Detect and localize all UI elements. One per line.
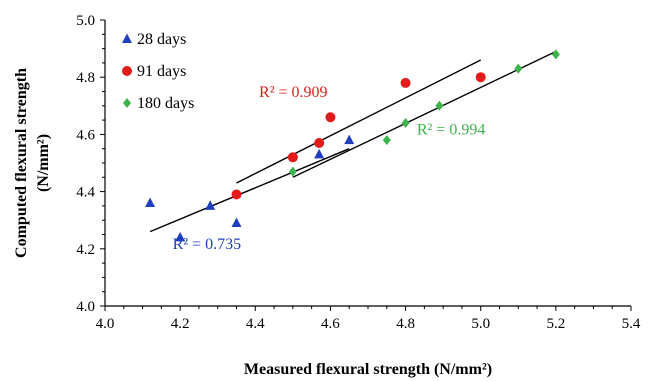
trendlines <box>149 50 557 233</box>
legend-label: 180 days <box>137 95 194 112</box>
y-axis-title-line-1: Computed flexural strength <box>13 68 30 258</box>
data-point <box>551 49 560 60</box>
data-point <box>231 189 242 200</box>
x-tick-label: 5.0 <box>471 316 490 332</box>
x-tick-label: 5.4 <box>622 316 641 332</box>
trendline-0 <box>149 148 350 233</box>
legend-label: 91 days <box>137 63 186 80</box>
data-point <box>288 166 297 177</box>
y-axis-title-line-2: (N/mm²) <box>35 134 52 192</box>
y-tick-label: 4.6 <box>76 127 95 143</box>
data-point <box>435 100 444 111</box>
r-squared-labels: R² = 0.735 R² = 0.909 R² = 0.994 <box>173 84 486 253</box>
legend-marker <box>122 66 132 76</box>
x-tick-label: 5.2 <box>546 316 565 332</box>
data-point <box>231 217 242 228</box>
x-tick-label: 4.2 <box>171 316 190 332</box>
data-point <box>175 231 186 242</box>
x-tick-label: 4.4 <box>246 316 265 332</box>
legend-label: 28 days <box>137 31 186 48</box>
legend-marker <box>122 33 132 43</box>
legend-marker <box>123 98 131 108</box>
r-squared-label: R² = 0.909 <box>259 84 328 101</box>
trendline-2 <box>292 50 557 178</box>
y-tick-label: 4.4 <box>76 185 95 201</box>
y-tick-label: 5.0 <box>76 13 95 29</box>
data-point <box>314 148 325 159</box>
data-point <box>382 135 391 146</box>
data-point <box>205 200 216 210</box>
data-point <box>344 134 355 145</box>
y-tick-label: 4.2 <box>76 242 95 258</box>
r-squared-label: R² = 0.735 <box>173 236 242 253</box>
y-tick-label: 4.8 <box>76 70 95 86</box>
data-point <box>325 112 336 123</box>
x-ticks: 4.0 4.2 4.4 4.6 4.8 5.0 5.2 5.4 <box>96 306 641 332</box>
legend: 28 days 91 days 180 days <box>122 31 194 112</box>
data-point <box>475 72 486 83</box>
data-point <box>287 152 298 163</box>
x-tick-label: 4.0 <box>96 316 115 332</box>
data-point <box>401 117 410 128</box>
trendline-1 <box>236 59 482 184</box>
x-axis-title: Measured flexural strength (N/mm²) <box>244 361 492 378</box>
x-tick-label: 4.8 <box>396 316 415 332</box>
y-tick-label: 4.0 <box>76 299 95 315</box>
data-point <box>314 137 325 148</box>
data-point <box>145 197 156 208</box>
y-ticks: 4.0 4.2 4.4 4.6 4.8 5.0 <box>76 13 105 315</box>
r-squared-label: R² = 0.994 <box>417 121 486 138</box>
data-points <box>145 49 560 242</box>
x-tick-label: 4.6 <box>321 316 340 332</box>
data-point <box>514 63 523 74</box>
data-point <box>400 77 411 88</box>
